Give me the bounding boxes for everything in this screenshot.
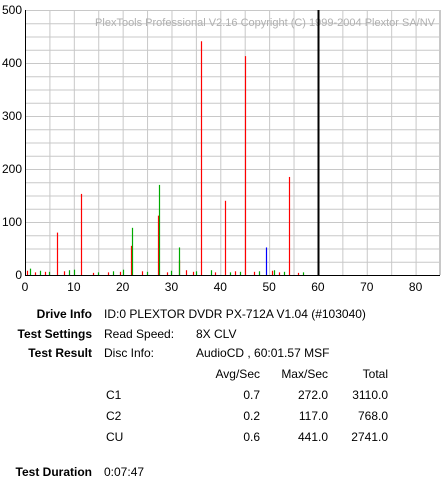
- x-tick-label: 20: [116, 280, 130, 294]
- row-total: 3110.0: [352, 388, 388, 402]
- chart-tick-labels: 0 100 200 300 400 500 0 10 20 30 40 50 60 70 80: [2, 3, 423, 294]
- row-total: 768.0: [357, 409, 388, 423]
- y-tick-label: 400: [2, 56, 22, 70]
- x-tick-label: 30: [165, 280, 179, 294]
- x-tick-label: 0: [22, 280, 29, 294]
- y-tick-label: 300: [2, 109, 22, 123]
- disc-info-label: Disc Info:: [104, 346, 155, 360]
- test-duration-value: 0:07:47: [104, 465, 145, 479]
- chart-bars: [26, 41, 305, 275]
- row-name: CU: [106, 430, 124, 444]
- row-avg: 0.7: [243, 388, 260, 402]
- x-tick-label: 70: [360, 280, 374, 294]
- row-max: 117.0: [298, 409, 328, 423]
- x-tick-label: 50: [262, 280, 276, 294]
- x-tick-label: 80: [409, 280, 423, 294]
- y-tick-label: 200: [2, 162, 22, 176]
- y-tick-label: 100: [2, 215, 22, 229]
- y-tick-label: 500: [2, 3, 22, 17]
- disc-info-value: AudioCD , 60:01.57 MSF: [196, 346, 330, 360]
- row-avg: 0.6: [243, 430, 260, 444]
- row-max: 272.0: [297, 388, 328, 402]
- drive-info-label: Drive Info: [36, 307, 92, 321]
- row-avg: 0.2: [243, 409, 260, 423]
- read-speed-label: Read Speed:: [104, 327, 175, 341]
- test-result-label: Test Result: [28, 346, 92, 360]
- col-total-header: Total: [362, 367, 388, 381]
- chart-watermark: PlexTools Professional V2.16 Copyright (…: [95, 17, 436, 29]
- test-settings-label: Test Settings: [17, 327, 92, 341]
- row-name: C2: [106, 409, 122, 423]
- row-max: 441.0: [297, 430, 328, 444]
- chart-grid: [25, 10, 441, 276]
- row-name: C1: [106, 388, 122, 402]
- x-tick-label: 10: [67, 280, 81, 294]
- y-tick-label: 0: [15, 268, 22, 282]
- drive-info-value: ID:0 PLEXTOR DVDR PX-712A V1.04 (#103040…: [104, 307, 366, 321]
- col-avg-header: Avg/Sec: [215, 367, 260, 381]
- read-speed-value: 8X CLV: [196, 327, 237, 341]
- col-max-header: Max/Sec: [281, 367, 328, 381]
- row-total: 2741.0: [351, 430, 388, 444]
- x-tick-label: 60: [311, 280, 325, 294]
- test-duration-label: Test Duration: [15, 465, 92, 479]
- chart-axes: [25, 10, 440, 276]
- error-rate-chart: PlexTools Professional V2.16 Copyright (…: [2, 3, 441, 294]
- x-tick-label: 40: [214, 280, 228, 294]
